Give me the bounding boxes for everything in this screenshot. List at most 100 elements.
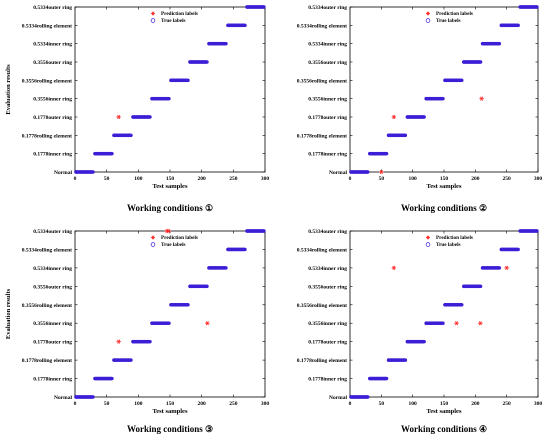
true-label-point — [495, 266, 499, 270]
y-tick-label: Normal — [54, 395, 72, 401]
x-tick-label: 0 — [349, 401, 352, 407]
true-label-point — [221, 41, 226, 46]
true-label-point — [126, 133, 131, 138]
legend-label-true: True labels — [161, 242, 186, 248]
true-label-segment — [150, 96, 171, 101]
true-label-point — [204, 60, 208, 64]
true-label-segment — [93, 151, 114, 156]
x-tick-label: 100 — [134, 176, 143, 182]
legend-true-marker — [425, 242, 431, 247]
true-label-point — [90, 395, 94, 399]
x-tick-label: 0 — [349, 176, 352, 182]
true-label-point — [145, 115, 150, 119]
true-label-segment — [424, 96, 445, 101]
true-label-point — [202, 284, 207, 289]
series-true-labels — [74, 5, 266, 174]
true-label-point — [421, 339, 426, 344]
true-label-point — [166, 321, 170, 326]
y-tick-label: 0.3556outer ring — [33, 284, 72, 290]
true-label-segment — [112, 133, 133, 138]
legend-true-marker — [150, 242, 156, 247]
legend-label-true: True labels — [436, 242, 461, 248]
y-tick-label: Normal — [329, 395, 347, 401]
y-tick-label: 0.3556inner ring — [308, 97, 347, 103]
true-label-segment — [461, 284, 483, 289]
x-tick-label: 300 — [534, 176, 543, 182]
true-label-point — [476, 60, 481, 64]
true-label-segment — [518, 5, 539, 9]
x-tick-label: 250 — [229, 176, 238, 182]
series-true-labels — [349, 229, 539, 399]
y-tick-label: 0.1778outer ring — [308, 340, 347, 346]
true-label-segment — [461, 60, 483, 64]
y-tick-label: 0.1778rolling element — [297, 358, 347, 364]
y-tick-label: 0.3556inner ring — [308, 321, 347, 327]
true-label-point — [534, 5, 539, 9]
true-label-point — [147, 115, 151, 119]
y-tick-label: 0.5334outer ring — [33, 5, 72, 11]
legend-prediction-marker — [426, 235, 430, 240]
true-label-point — [145, 339, 150, 344]
true-label-point — [128, 358, 132, 362]
true-label-point — [107, 376, 112, 381]
y-tick-label: 0.1778inner ring — [33, 152, 72, 158]
y-tick-label: 0.3556outer ring — [308, 60, 347, 66]
true-label-point — [204, 284, 208, 289]
true-label-segment — [443, 302, 464, 307]
legend-label-true: True labels — [161, 18, 186, 24]
true-label-segment — [405, 115, 426, 119]
x-tick-label: 50 — [104, 401, 110, 407]
true-label-segment — [112, 358, 133, 362]
y-tick-label: 0.1778rolling element — [22, 358, 72, 364]
true-label-point — [438, 321, 443, 326]
x-axis-title: Test samples — [427, 408, 462, 415]
true-label-point — [459, 78, 463, 83]
true-label-point — [402, 358, 407, 362]
legend-prediction-marker — [426, 11, 430, 16]
true-label-point — [440, 321, 445, 326]
true-label-point — [477, 60, 482, 64]
x-tick-label: 50 — [104, 176, 110, 182]
true-label-point — [363, 395, 368, 399]
true-label-point — [457, 78, 462, 83]
x-tick-label: 50 — [379, 401, 385, 407]
true-label-segment — [74, 395, 95, 399]
true-label-point — [202, 60, 207, 64]
true-label-segment — [207, 266, 228, 270]
plot-frame — [74, 6, 266, 173]
y-tick-label: 0.3556outer ring — [308, 284, 347, 290]
true-label-segment — [245, 5, 266, 9]
x-tick-label: 200 — [471, 176, 480, 182]
x-tick-label: 150 — [166, 176, 175, 182]
y-tick-label: 0.3556rolling element — [297, 78, 347, 84]
chart-panel-2: 0 50 100 150 200 250 300 Normal 0.1778inner ring… — [297, 5, 543, 213]
prediction-label-point — [205, 321, 210, 326]
y-tick-label: 0.5334rolling element — [297, 247, 347, 253]
x-tick-label: 300 — [261, 176, 270, 182]
true-label-point — [128, 133, 132, 138]
y-tick-label: 0.5334inner ring — [308, 42, 347, 48]
y-axis-title: Evaluation results — [5, 64, 12, 115]
true-label-point — [240, 23, 245, 28]
y-tick-label: 0.5334inner ring — [33, 42, 72, 48]
true-label-point — [513, 247, 518, 252]
plot-frame — [74, 230, 266, 398]
y-tick-label: 0.1778inner ring — [308, 152, 347, 158]
true-label-segment — [131, 339, 152, 344]
x-tick-label: 200 — [198, 176, 207, 182]
prediction-label-point — [478, 321, 483, 326]
y-tick-label: 0.5334outer ring — [308, 5, 347, 11]
chart-panel-3: 0 50 100 150 200 250 300 Normal 0.1778inner ring… — [5, 228, 269, 434]
true-label-point — [513, 23, 518, 28]
legend-true-marker — [150, 18, 156, 23]
legend-true-marker — [425, 18, 431, 23]
true-label-segment — [349, 395, 370, 399]
true-label-segment — [480, 41, 502, 46]
true-label-point — [477, 284, 482, 289]
true-label-point — [88, 170, 93, 174]
true-label-point — [401, 358, 405, 362]
true-label-segment — [169, 302, 190, 307]
x-axis-title: Test samples — [427, 183, 462, 190]
true-label-segment — [349, 170, 370, 174]
